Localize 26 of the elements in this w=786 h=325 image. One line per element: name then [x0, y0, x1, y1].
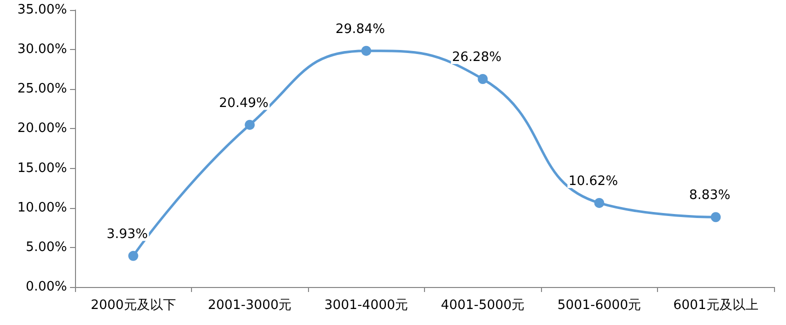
data-label: 26.28% [452, 50, 502, 66]
point [244, 120, 255, 130]
point [710, 212, 721, 222]
x-tick-label: 2000元及以下 [90, 298, 176, 313]
y-tick-label: 20.00% [17, 121, 67, 136]
x-tick-label: 2001-3000元 [208, 298, 292, 313]
x-tick-label: 5001-6000元 [557, 298, 642, 313]
point [361, 46, 372, 56]
data-label: 29.84% [335, 22, 386, 37]
data-label: 20.49% [218, 96, 269, 111]
point [478, 74, 488, 84]
x-tick-label: 3001-4000元 [324, 298, 408, 313]
data-label: 3.93% [106, 226, 148, 242]
x-tick-label: 6001元及以上 [673, 298, 758, 313]
y-tick-label: 30.00% [17, 42, 67, 58]
point [128, 250, 138, 261]
data-label: 10.62% [568, 174, 618, 189]
y-tick-label: 10.00% [17, 200, 67, 216]
x-tick-label: 4001-5000元 [440, 298, 525, 313]
y-tick-label: 35.00% [17, 2, 67, 18]
y-tick-label: 5.00% [26, 240, 67, 255]
y-tick-label: 0.00% [26, 280, 67, 294]
data-label: 8.83% [689, 188, 730, 204]
y-tick-label: 15.00% [17, 160, 67, 176]
point [594, 198, 604, 208]
y-tick-label: 25.00% [17, 82, 67, 97]
